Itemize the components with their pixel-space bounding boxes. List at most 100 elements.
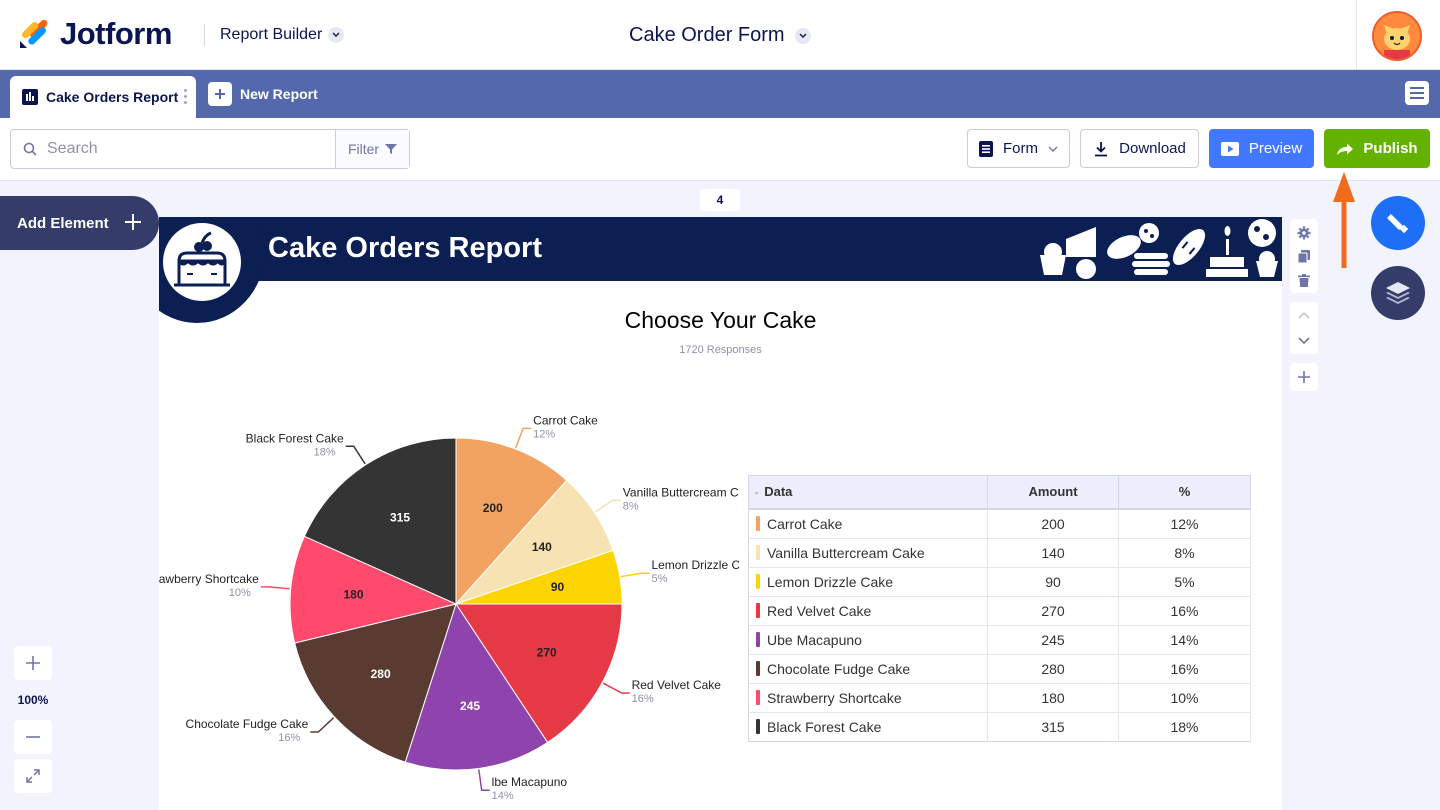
plus-icon [1298,371,1310,383]
report-tabs-bar: Cake Orders Report New Report [0,70,1440,118]
preview-button[interactable]: Preview [1209,129,1314,168]
cell-category: Vanilla Buttercream Cake [748,537,988,567]
slice-percent-label: 16% [632,693,654,705]
pie-slice[interactable] [404,602,549,771]
gear-icon[interactable] [1297,226,1311,240]
slice-leader-line [620,572,650,578]
plus-icon [208,82,232,106]
layers-button[interactable] [1371,266,1425,320]
duplicate-icon[interactable] [1298,250,1310,263]
report-title: Cake Orders Report [268,232,542,264]
minus-icon [26,736,40,738]
report-builder-dropdown[interactable]: Report Builder [220,26,345,44]
chevron-down-icon[interactable] [1298,337,1310,345]
publish-button[interactable]: Publish [1324,129,1430,168]
category-label: Chocolate Fudge Cake [767,660,911,677]
page-number: 4 [700,189,740,211]
fullscreen-button[interactable] [14,759,52,793]
chevron-down-icon [1048,146,1058,152]
slice-leader-line [478,769,490,791]
zoom-level: 100% [17,693,49,707]
pie-slice[interactable] [289,535,458,644]
design-tool-button[interactable] [1371,196,1425,250]
slice-percent-label: 5% [651,573,667,585]
filter-label: Filter [347,141,380,157]
cell-percent: 10% [1118,682,1251,712]
cell-percent: 8% [1118,537,1251,567]
slice-category-label: Black Forest Cake [246,431,344,445]
slice-leader-line [514,427,532,449]
filter-button[interactable]: Filter [335,130,409,168]
slice-percent-label: 12% [533,428,555,440]
add-element-button[interactable]: Add Element [0,196,159,250]
trash-icon[interactable] [1298,274,1310,287]
tab-cake-orders-report[interactable]: Cake Orders Report [10,76,196,118]
slice-value-label: 280 [371,667,391,681]
app-name: Report Builder [220,26,323,43]
slice-value-label: 245 [460,699,480,713]
pie-slice[interactable] [455,603,623,744]
cell-amount: 280 [987,653,1119,683]
category-label: Strawberry Shortcake [767,689,902,706]
category-label: Red Velvet Cake [767,602,872,619]
tab-options-icon[interactable] [184,89,188,107]
slice-category-label: Strawberry Shortcake [159,572,259,586]
cell-category: Ube Macapuno [748,624,988,654]
color-swatch [756,690,760,705]
report-page[interactable]: Cake Orders Report Choose Your Cake 1720… [159,217,1282,810]
cell-percent: 16% [1118,653,1251,683]
jotform-logo-icon [20,19,48,48]
cell-percent: 16% [1118,595,1251,625]
play-icon [1220,141,1239,156]
avatar[interactable] [1372,11,1422,61]
pie-slice[interactable] [303,437,457,605]
new-report-button[interactable]: New Report [208,82,318,106]
category-label: Lemon Drizzle Cake [767,573,894,590]
column-header-amount[interactable]: Amount [987,475,1119,510]
form-title-dropdown[interactable]: Cake Order Form [629,24,811,47]
cell-percent: 18% [1118,711,1251,741]
hamburger-menu-icon[interactable] [1405,81,1429,105]
download-icon [1095,141,1108,156]
new-report-label: New Report [240,86,318,102]
cell-percent: 14% [1118,624,1251,654]
cell-category: Chocolate Fudge Cake [748,653,988,683]
color-swatch [756,545,760,560]
plus-icon [26,656,40,670]
cell-amount: 90 [987,566,1119,596]
cell-category: Red Velvet Cake [748,595,988,625]
filter-icon [385,144,398,154]
column-header-data[interactable]: ▪ Data [748,475,988,510]
slice-category-label: Carrot Cake [533,413,598,427]
cell-amount: 270 [987,595,1119,625]
slice-category-label: lbe Macapuno [492,775,568,789]
reorder-controls [1290,302,1318,354]
plus-icon [125,214,141,230]
column-header-percent[interactable]: % [1118,475,1251,510]
add-below-button[interactable] [1290,363,1318,391]
slice-leader-line [345,445,366,465]
pie-slice[interactable] [294,603,457,763]
bakery-icons-decoration-icon [1040,219,1278,279]
cell-category: Strawberry Shortcake [748,682,988,712]
form-select-button[interactable]: Form [967,129,1070,168]
slice-percent-label: 8% [623,500,639,512]
slice-leader-line [602,682,630,694]
zoom-in-button[interactable] [14,646,52,680]
zoom-out-button[interactable] [14,720,52,754]
pie-slice[interactable] [455,437,568,606]
search-input[interactable] [47,140,317,158]
table-row: Ube Macapuno 245 14% [748,624,1251,654]
download-button[interactable]: Download [1080,129,1199,168]
add-element-label: Add Element [17,214,109,232]
slice-percent-label: 18% [314,446,336,458]
cell-amount: 315 [987,711,1119,741]
cell-amount: 180 [987,682,1119,712]
form-title: Cake Order Form [629,24,785,46]
chevron-up-icon[interactable] [1298,311,1310,319]
publish-label: Publish [1363,140,1418,157]
jotform-logo[interactable]: Jotform [18,16,172,52]
brand-name: Jotform [60,16,172,51]
chevron-down-icon [328,27,345,43]
